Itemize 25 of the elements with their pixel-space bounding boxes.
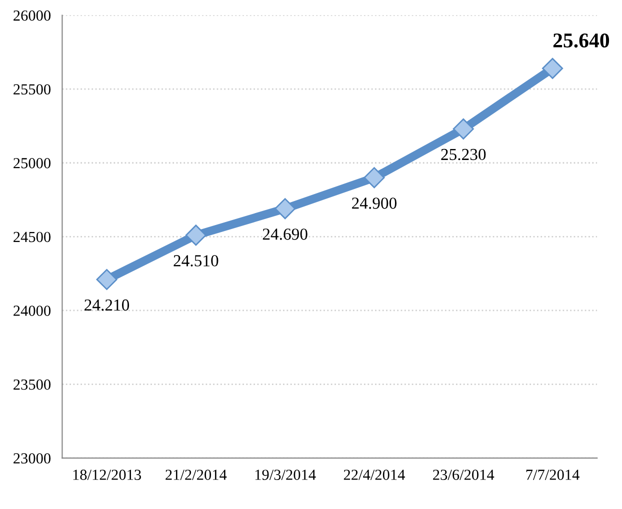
point bbox=[96, 268, 118, 290]
y-tick-label: 26000 bbox=[14, 10, 51, 21]
y-tick-label: 23500 bbox=[14, 379, 51, 390]
point bbox=[542, 58, 564, 79]
x-tick-label: 19/3/2014 bbox=[255, 470, 316, 480]
data-label: 24.690 bbox=[262, 228, 308, 240]
data-label: 24.510 bbox=[174, 255, 218, 266]
y-tick-label: 23000 bbox=[14, 453, 51, 464]
point bbox=[185, 224, 206, 246]
data-label: 24.900 bbox=[352, 198, 397, 209]
x-tick-label: 23/6/2014 bbox=[433, 470, 494, 480]
y-tick-label: 25500 bbox=[14, 84, 51, 95]
data-label: 24.210 bbox=[84, 299, 130, 311]
x-tick-label: 7/7/2014 bbox=[526, 470, 580, 480]
y-tick-label: 24500 bbox=[14, 232, 51, 242]
x-tick-label: 18/12/2013 bbox=[73, 470, 141, 480]
point bbox=[452, 118, 474, 140]
y-tick-label: 25000 bbox=[14, 158, 51, 168]
data-label: 25.640 bbox=[553, 33, 610, 48]
point bbox=[274, 198, 296, 220]
x-tick-label: 21/2/2014 bbox=[166, 470, 227, 480]
y-tick-label: 24000 bbox=[14, 306, 51, 316]
point bbox=[364, 167, 385, 188]
x-tick-label: 22/4/2014 bbox=[344, 470, 405, 480]
data-label: 25.230 bbox=[441, 148, 486, 160]
